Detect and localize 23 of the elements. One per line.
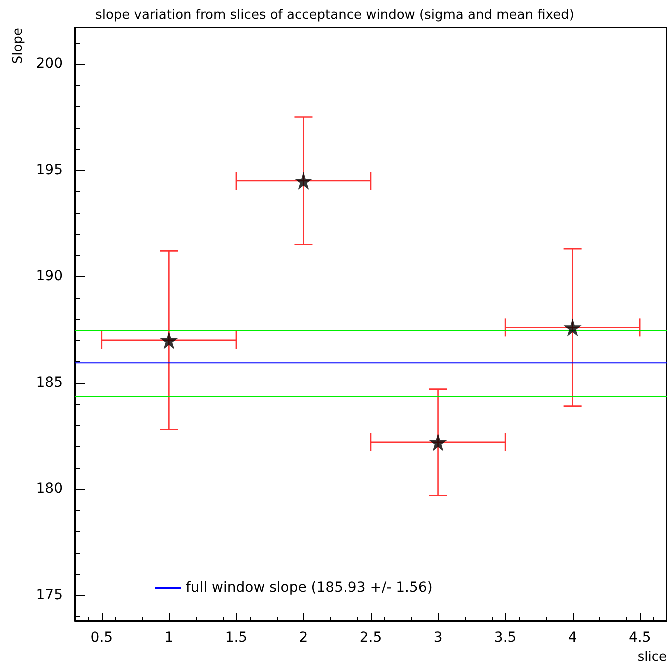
- x-tick-label: 1: [164, 630, 174, 646]
- y-tick-label: 180: [36, 481, 63, 498]
- x-axis-title: slice: [638, 650, 667, 665]
- point: [564, 318, 582, 337]
- x-tick-label: 2: [299, 630, 308, 646]
- point: [160, 331, 178, 350]
- x-tick-label: 3: [434, 630, 443, 646]
- chart-title: slope variation from slices of acceptance window (sigma and mean fixed): [96, 8, 574, 23]
- y-tick-label: 175: [36, 587, 63, 604]
- y-tick-label: 185: [36, 374, 63, 391]
- x-tick-label: 0.5: [90, 630, 114, 646]
- x-tick-label: 4.5: [628, 630, 652, 646]
- legend-label: full window slope (185.93 +/- 1.56): [186, 580, 433, 596]
- y-tick-label: 190: [36, 268, 63, 285]
- point: [294, 172, 313, 190]
- x-tick-label: 4: [568, 630, 578, 646]
- x-tick-label: 3.5: [494, 630, 517, 646]
- y-axis-title: Slope: [11, 28, 26, 64]
- point: [429, 433, 448, 452]
- y-tick-label: 195: [36, 162, 63, 178]
- x-tick-label: 1.5: [225, 630, 248, 646]
- x-tick-label: 2.5: [360, 630, 382, 646]
- y-tick-label: 200: [36, 56, 63, 72]
